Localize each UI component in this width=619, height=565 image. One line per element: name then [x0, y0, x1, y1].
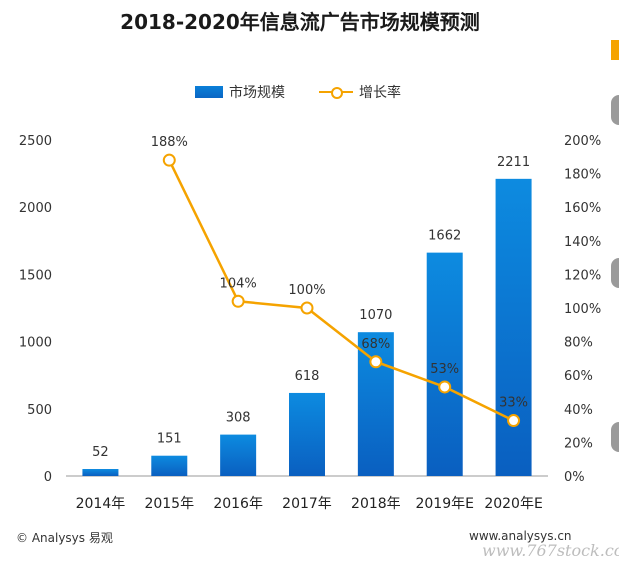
- growth-line: [168, 159, 515, 422]
- bar: [82, 469, 119, 476]
- bar: [289, 392, 325, 476]
- growth-point: [438, 380, 452, 394]
- bar-value-label: 1662: [428, 229, 461, 244]
- y-right-tick-label: 160%: [564, 201, 601, 216]
- y-left-tick-label: 1000: [19, 336, 52, 351]
- growth-point: [231, 294, 245, 308]
- bar-value-label: 2211: [497, 155, 530, 170]
- legend-bar-label: 市场规模: [229, 85, 285, 101]
- y-right-tick-label: 40%: [564, 403, 593, 418]
- growth-value-label: 188%: [151, 135, 188, 150]
- growth-point: [162, 153, 176, 167]
- growth-value-label: 104%: [220, 276, 257, 291]
- bar-value-label: 618: [295, 369, 320, 384]
- y-left-tick-label: 2500: [19, 134, 52, 149]
- x-tick-label: 2016年: [213, 496, 263, 512]
- growth-point: [369, 355, 383, 369]
- y-right-tick-label: 140%: [564, 235, 601, 250]
- growth-value-label: 33%: [499, 396, 528, 411]
- y-right-tick-label: 60%: [564, 369, 593, 384]
- bar-value-label: 308: [226, 411, 251, 426]
- bar-value-label: 151: [157, 432, 182, 447]
- bar: [426, 252, 463, 476]
- y-left-tick-label: 1500: [19, 268, 52, 283]
- legend-item-line: 增长率: [319, 82, 401, 102]
- bar-value-label: 52: [92, 445, 109, 460]
- growth-value-label: 53%: [430, 362, 459, 377]
- legend-item-bar: 市场规模: [195, 82, 285, 102]
- y-left-tick-label: 2000: [19, 201, 52, 216]
- side-decoration-2: [611, 258, 619, 288]
- legend-line-swatch: [319, 86, 353, 99]
- y-left-tick-label: 500: [27, 403, 52, 418]
- y-right-tick-label: 0%: [564, 470, 585, 485]
- y-right-tick-label: 180%: [564, 168, 601, 183]
- legend-line-label: 增长率: [359, 85, 401, 101]
- x-tick-label: 2019年E: [415, 496, 473, 512]
- x-tick-label: 2015年: [144, 496, 194, 512]
- source-credit: © Analysys 易观: [16, 531, 113, 545]
- x-tick-label: 2014年: [76, 496, 126, 512]
- y-left-tick-label: 0: [44, 470, 52, 485]
- side-decoration-top: [611, 40, 619, 60]
- bar: [357, 332, 394, 476]
- y-right-tick-label: 120%: [564, 268, 601, 283]
- y-right-tick-label: 20%: [564, 436, 593, 451]
- chart-legend: 市场规模 增长率: [195, 82, 401, 102]
- growth-point: [300, 301, 314, 315]
- y-right-tick-label: 200%: [564, 134, 601, 149]
- legend-bar-swatch: [195, 86, 223, 98]
- growth-value-label: 68%: [361, 337, 390, 352]
- side-decoration-3: [611, 422, 619, 452]
- side-decoration-1: [611, 95, 619, 125]
- bar: [220, 434, 257, 476]
- chart-title: 2018-2020年信息流广告市场规模预测: [120, 10, 480, 34]
- bar: [151, 455, 188, 476]
- bar: [495, 178, 532, 476]
- growth-value-label: 100%: [288, 283, 325, 298]
- y-right-tick-label: 80%: [564, 336, 593, 351]
- x-tick-label: 2017年: [282, 496, 332, 512]
- watermark-stamp: www.767stock.com: [482, 541, 619, 560]
- x-tick-label: 2018年: [351, 496, 401, 512]
- bar-value-label: 1070: [359, 308, 392, 323]
- source-site: www.analysys.cn: [469, 529, 572, 543]
- y-right-tick-label: 100%: [564, 302, 601, 317]
- growth-point: [507, 414, 521, 428]
- x-tick-label: 2020年E: [484, 496, 542, 512]
